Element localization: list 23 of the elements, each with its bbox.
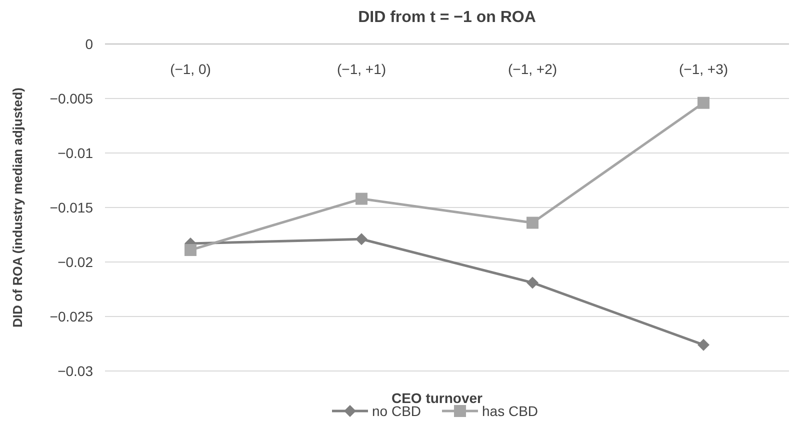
x-axis-title: CEO turnover	[391, 390, 484, 406]
y-tick-label: −0.02	[58, 254, 94, 270]
x-tick-label: (−1, +1)	[336, 61, 386, 77]
point	[526, 216, 538, 229]
point	[184, 244, 196, 256]
y-tick-label: −0.03	[58, 363, 94, 379]
y-tick-label: −0.025	[50, 308, 94, 324]
chart-title: DID from t = −1 on ROA	[358, 9, 536, 26]
y-tick-label: −0.01	[58, 145, 94, 161]
x-tick-label: (−1, 0)	[170, 61, 211, 77]
y-tick-label: 0	[85, 36, 94, 52]
x-tick-label: (−1, +3)	[678, 61, 728, 77]
x-tick-label: (−1, +2)	[508, 61, 558, 77]
point	[698, 96, 710, 109]
legend-label: has CBD	[482, 403, 538, 419]
legend-label: no CBD	[372, 403, 422, 419]
y-axis-title: DID of ROA (industry median adjusted)	[10, 87, 25, 328]
point	[356, 233, 368, 246]
point	[698, 338, 710, 351]
y-tick-label: −0.015	[50, 200, 94, 216]
point	[526, 276, 538, 289]
y-tick-label: −0.005	[50, 90, 94, 106]
point	[356, 192, 368, 205]
